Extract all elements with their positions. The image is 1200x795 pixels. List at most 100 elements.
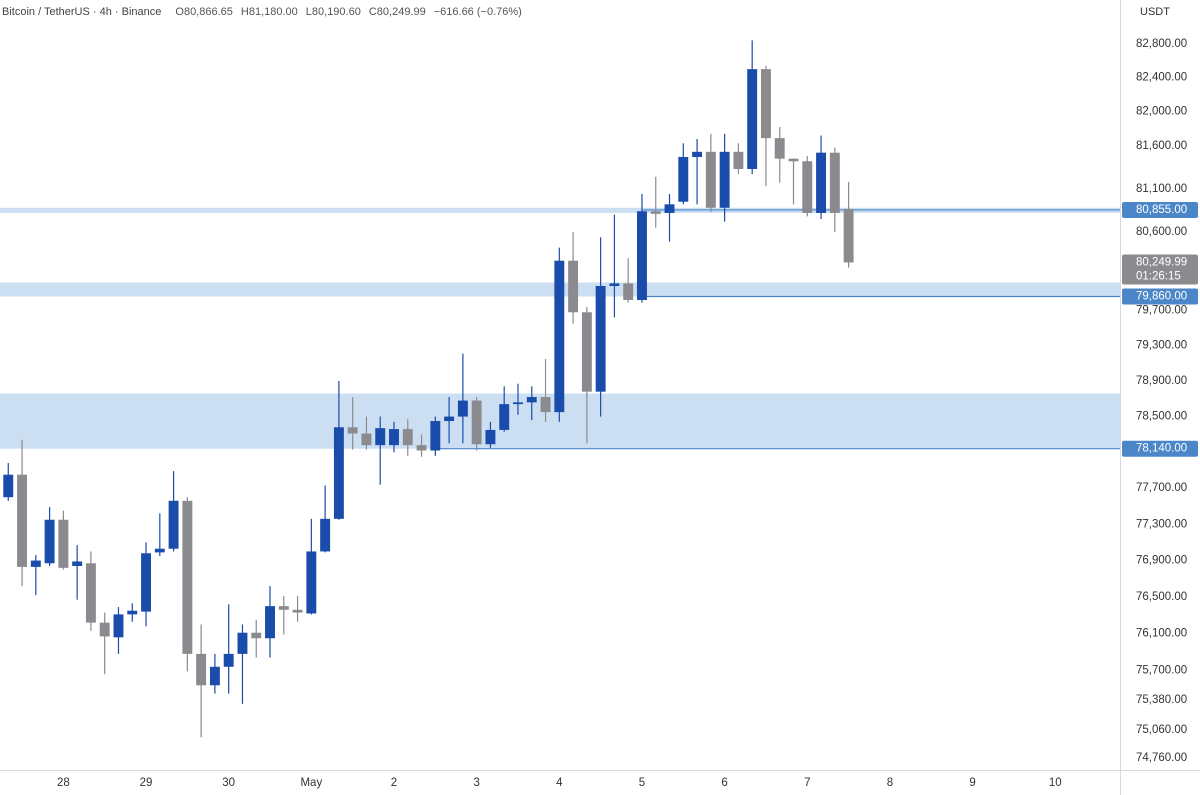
candle-body	[747, 69, 758, 169]
candle-body	[843, 208, 854, 263]
candle-body	[58, 519, 69, 568]
x-tick-label: 2	[391, 777, 397, 789]
ohlc-value: C80,249.99	[369, 6, 426, 18]
y-tick-label: 76,500.00	[1136, 591, 1187, 603]
y-tick-label: 81,100.00	[1136, 183, 1187, 195]
candle-body	[637, 211, 647, 301]
candle-body	[196, 653, 207, 686]
x-tick-label: 30	[222, 777, 235, 789]
level-tag	[1122, 201, 1198, 218]
x-tick-label: 28	[57, 777, 70, 789]
candle-body	[513, 402, 523, 405]
ohlc-value: H81,180.00	[241, 6, 298, 18]
candle-body	[3, 474, 14, 498]
x-tick-label: 6	[721, 777, 727, 789]
y-tick-label: 75,380.00	[1136, 694, 1187, 706]
candle-body	[664, 204, 675, 213]
candle-body	[416, 445, 427, 451]
y-tick-label: 76,100.00	[1136, 628, 1187, 640]
candle-body	[595, 286, 606, 392]
header: Bitcoin / TetherUS · 4h · Binance O80,866…	[2, 6, 522, 18]
level-tag-label: 78,140.00	[1136, 443, 1187, 455]
candle-body	[692, 151, 703, 157]
candle-body	[430, 421, 441, 451]
last-price-tag	[1122, 254, 1198, 285]
candle-body	[568, 260, 579, 313]
candle-body	[402, 429, 413, 446]
candle-body	[292, 609, 303, 613]
candle-body	[265, 606, 275, 639]
candle-body	[209, 666, 220, 686]
candle-body	[361, 433, 372, 446]
level-tag-label: 79,860.00	[1136, 291, 1187, 303]
candle-body	[678, 156, 689, 202]
candle-body	[581, 312, 592, 392]
y-tick-label: 75,700.00	[1136, 665, 1187, 677]
candle-body	[485, 429, 496, 445]
x-tick-label: 4	[556, 777, 563, 789]
candle-body	[278, 606, 289, 610]
candle-body	[154, 548, 165, 553]
candle-body	[457, 400, 468, 417]
candle-body	[719, 151, 730, 208]
x-tick-label: 9	[969, 777, 975, 789]
y-tick-label: 77,700.00	[1136, 482, 1187, 494]
candle-body	[623, 283, 634, 301]
candle-body	[816, 152, 827, 213]
candle-body	[705, 151, 716, 208]
candle-body	[375, 428, 386, 446]
y-tick-label: 82,800.00	[1136, 38, 1187, 50]
candle-body	[829, 152, 840, 213]
ohlc-value: L80,190.60	[306, 6, 361, 18]
candle-body	[554, 260, 565, 413]
candle-body	[499, 404, 510, 430]
ohlc-value: −616.66 (−0.76%)	[434, 6, 522, 18]
y-tick-label: 78,900.00	[1136, 375, 1187, 387]
y-tick-label: 82,400.00	[1136, 72, 1187, 84]
y-tick-label: 82,000.00	[1136, 106, 1187, 118]
candle-body	[444, 416, 455, 422]
last-price-label: 80,249.99	[1136, 256, 1187, 268]
candle-body	[802, 161, 813, 213]
candle-body	[168, 500, 179, 549]
y-tick-label: 81,600.00	[1136, 140, 1187, 152]
candle-body	[99, 622, 110, 637]
candle-body	[141, 553, 151, 612]
x-tick-label: 8	[887, 777, 893, 789]
candle-body	[471, 400, 482, 445]
x-tick-label: 3	[473, 777, 479, 789]
candle-body	[306, 551, 317, 614]
candle-body	[182, 500, 193, 654]
countdown-label: 01:26:15	[1136, 270, 1181, 282]
y-tick-label: 79,700.00	[1136, 305, 1187, 317]
y-tick-label: 75,060.00	[1136, 724, 1187, 736]
candle-body	[609, 283, 620, 287]
x-tick-label: 29	[140, 777, 153, 789]
candle-body	[17, 474, 28, 567]
y-tick-label: 76,900.00	[1136, 555, 1187, 567]
candle-body	[223, 653, 234, 667]
candle-body	[72, 561, 83, 566]
candle-body	[237, 632, 248, 654]
candle-body	[251, 632, 262, 639]
candle-body	[333, 427, 344, 519]
candle-body	[389, 429, 399, 446]
candle-body	[30, 560, 41, 567]
candle-body	[320, 518, 331, 552]
x-tick-label: 10	[1049, 777, 1062, 789]
level-tag	[1122, 440, 1198, 457]
symbol: Bitcoin / TetherUS · 4h · Binance	[2, 6, 161, 18]
candle-body	[774, 138, 785, 159]
zone	[0, 207, 1120, 213]
candle-body	[347, 427, 358, 434]
y-tick-label: 74,760.00	[1136, 752, 1187, 764]
y-tick-label: 77,300.00	[1136, 518, 1187, 530]
level-tag	[1122, 288, 1198, 305]
candle-body	[526, 397, 537, 403]
candle-body	[44, 519, 55, 564]
y-tick-label: 78,500.00	[1136, 411, 1187, 423]
candle-body	[760, 69, 771, 139]
ohlc-value: O80,866.65	[175, 6, 233, 18]
candle-body	[127, 610, 138, 615]
